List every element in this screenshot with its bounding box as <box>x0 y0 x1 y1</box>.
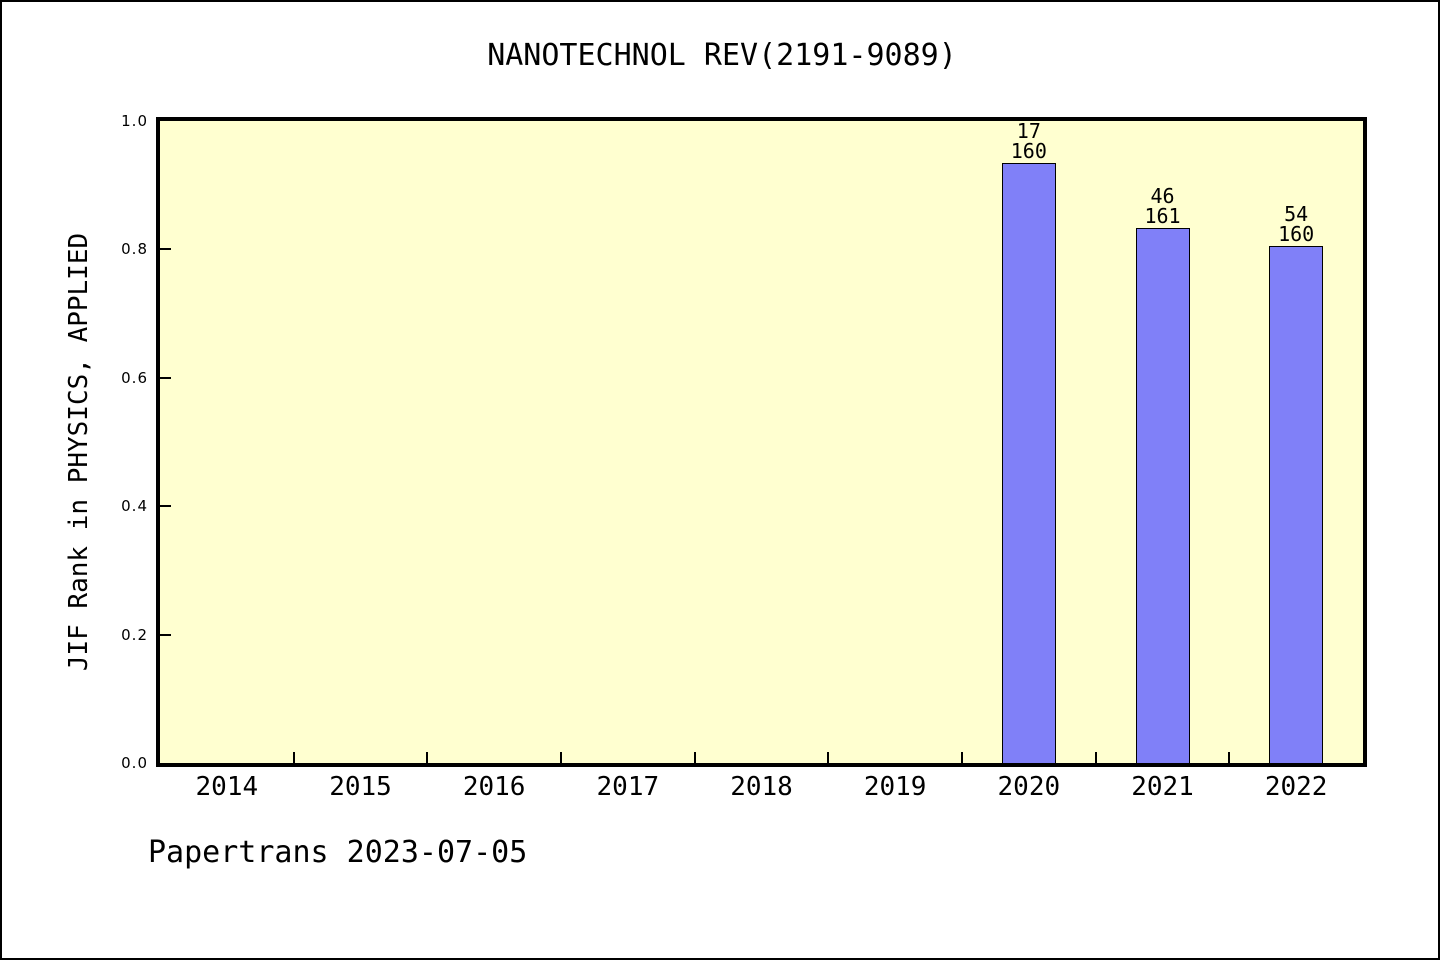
x-tick-label: 2022 <box>1264 772 1328 802</box>
chart-title: NANOTECHNOL REV(2191-9089) <box>487 38 957 73</box>
footer-watermark: Papertrans 2023-07-05 <box>148 835 528 870</box>
bar-2020 <box>1001 163 1056 763</box>
y-tick-label: 0.2 <box>121 625 148 644</box>
x-tick-label: 2016 <box>462 772 526 802</box>
x-tick-label: 2017 <box>596 772 660 802</box>
y-tick-label: 0.0 <box>121 754 148 772</box>
x-tick-label: 2018 <box>730 772 793 802</box>
x-tick-label: 2020 <box>997 772 1061 802</box>
y-tick-mark <box>160 376 171 379</box>
x-tick-label: 2021 <box>1131 772 1194 802</box>
bar-label-2020: 17 160 <box>1010 119 1047 163</box>
bar-2022 <box>1269 246 1324 763</box>
x-tick-mark <box>560 752 562 763</box>
bar-label-2022: 54 160 <box>1278 202 1315 246</box>
y-tick-label: 1.0 <box>121 112 148 130</box>
bar-2021 <box>1135 228 1190 763</box>
y-tick-mark <box>160 633 171 636</box>
y-tick-label: 0.6 <box>121 368 148 387</box>
y-tick-mark <box>160 505 171 508</box>
x-tick-mark <box>1228 752 1231 763</box>
x-tick-mark <box>827 752 830 763</box>
x-tick-mark <box>693 752 696 763</box>
y-tick-label: 0.4 <box>121 497 148 516</box>
y-tick-mark <box>160 248 171 251</box>
bar-label-2021: 46 161 <box>1144 184 1181 228</box>
x-tick-label: 2015 <box>329 772 392 802</box>
x-tick-label: 2019 <box>863 772 927 802</box>
plot-area: 17 160 46 161 54 160 <box>156 117 1367 767</box>
y-axis-label: JIF Rank in PHYSICS, APPLIED <box>64 232 94 672</box>
x-tick-mark <box>292 752 295 763</box>
x-tick-label: 2014 <box>195 772 259 802</box>
x-tick-mark <box>961 752 963 763</box>
x-tick-mark <box>1094 752 1097 763</box>
x-tick-mark <box>426 752 429 763</box>
y-tick-label: 0.8 <box>121 240 148 259</box>
